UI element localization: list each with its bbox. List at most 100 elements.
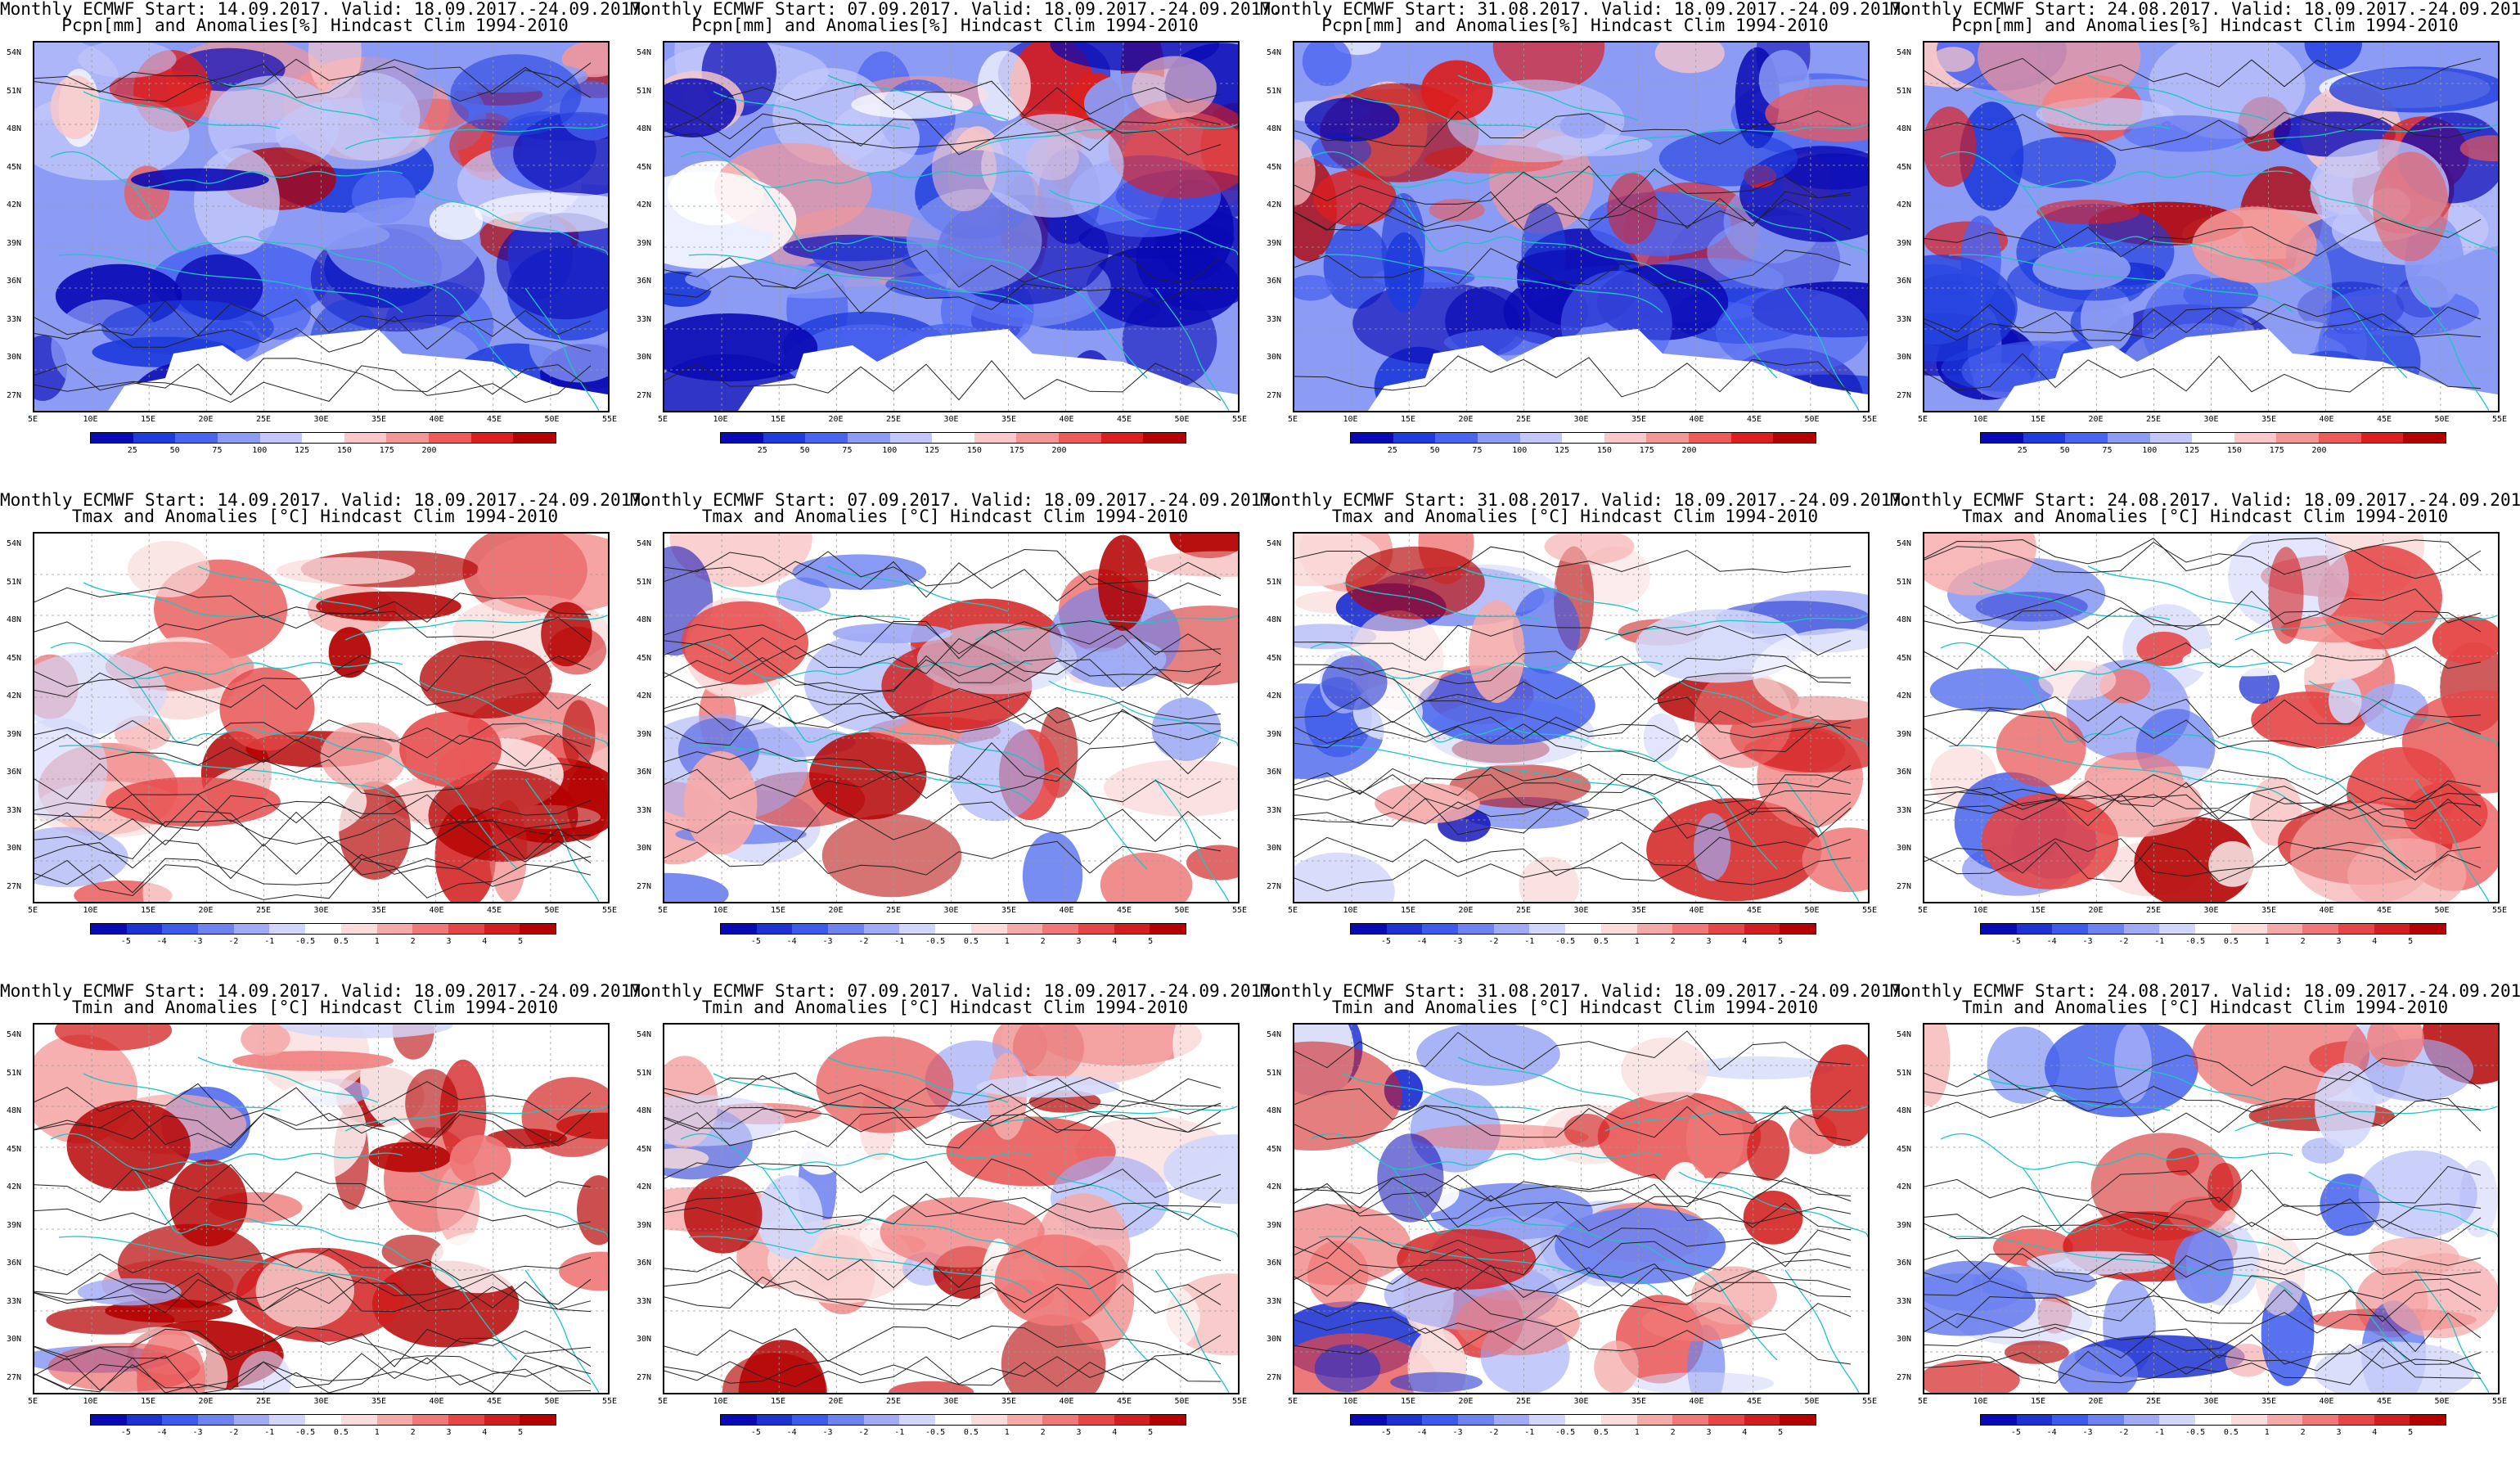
map-panel: Monthly ECMWF Start: 24.08.2017. Valid: … <box>1890 0 2520 491</box>
colorbar-segment <box>2159 924 2196 934</box>
colorbar-tick-label: -1 <box>1524 1428 1535 1437</box>
colorbar-segment <box>828 924 864 934</box>
longitude-label: 50E <box>544 1397 560 1406</box>
longitude-label: 20E <box>2088 1397 2104 1406</box>
colorbar-segment <box>520 1415 556 1425</box>
colorbar-tick-label: 3 <box>1706 1428 1712 1437</box>
colorbar-segment <box>1529 1415 1566 1425</box>
panel-subtitle: Pcpn[mm] and Anomalies[%] Hindcast Clim … <box>1321 16 1829 35</box>
colorbar-segment <box>126 924 163 934</box>
latitude-label: 54N <box>637 539 652 548</box>
longitude-label: 45E <box>1746 415 1762 424</box>
anomaly-map <box>34 534 608 902</box>
latitude-label: 39N <box>7 1220 22 1230</box>
colorbar-segment <box>513 433 556 443</box>
panel-title: Monthly ECMWF Start: 31.08.2017. Valid: … <box>1260 490 1912 510</box>
colorbar-tick-label: -4 <box>786 937 797 946</box>
colorbar-tick-label: 100 <box>252 446 268 455</box>
colorbar <box>1980 1414 2446 1426</box>
colorbar-segment <box>1150 924 1186 934</box>
colorbar-segment <box>1458 1415 1494 1425</box>
latitude-label: 42N <box>637 691 652 700</box>
colorbar-tick-label: -2 <box>1488 1428 1499 1437</box>
colorbar-segment <box>805 433 848 443</box>
colorbar-segment <box>1565 1415 1601 1425</box>
colorbar-segment <box>386 433 430 443</box>
map-panel: Monthly ECMWF Start: 07.09.2017. Valid: … <box>630 0 1282 491</box>
colorbar-segment <box>1351 924 1387 934</box>
latitude-label: 54N <box>1267 48 1282 57</box>
colorbar-segment <box>162 924 199 934</box>
colorbar-tick-label: 50 <box>799 446 810 455</box>
longitude-label: 45E <box>486 1397 502 1406</box>
colorbar-segment <box>484 1415 520 1425</box>
colorbar-segment <box>2338 1415 2374 1425</box>
longitude-label: 50E <box>1174 415 1190 424</box>
latitude-label: 33N <box>1897 314 1912 324</box>
latitude-label: 36N <box>637 1259 652 1268</box>
colorbar-tick-label: -0.5 <box>925 937 946 946</box>
colorbar-segment <box>1672 924 1708 934</box>
colorbar-segment <box>1744 1415 1780 1425</box>
map-panel: Monthly ECMWF Start: 31.08.2017. Valid: … <box>1260 982 1912 1473</box>
colorbar <box>1980 432 2446 444</box>
panel-title: Monthly ECMWF Start: 24.08.2017. Valid: … <box>1890 981 2520 1001</box>
longitude-label: 5E <box>657 906 668 915</box>
longitude-label: 5E <box>27 415 38 424</box>
colorbar-segment <box>1351 1415 1387 1425</box>
latitude-label: 48N <box>7 124 22 133</box>
longitude-label: 10E <box>1973 1397 1988 1406</box>
longitude-label: 55E <box>1231 906 1248 915</box>
latitude-label: 51N <box>637 1068 652 1078</box>
colorbar-tick-label: 2 <box>410 1428 416 1437</box>
colorbar-tick-label: -4 <box>1416 937 1427 946</box>
colorbar-segment <box>1143 433 1186 443</box>
latitude-label: 45N <box>1267 1144 1282 1154</box>
colorbar-tick-label: 75 <box>842 446 853 455</box>
colorbar-segment <box>2266 1415 2303 1425</box>
colorbar-segment <box>828 1415 864 1425</box>
colorbar-segment <box>2016 1415 2053 1425</box>
longitude-label: 55E <box>2491 1397 2508 1406</box>
longitude-label: 15E <box>1400 415 1416 424</box>
longitude-label: 35E <box>1001 906 1017 915</box>
colorbar-segment <box>2123 1415 2160 1425</box>
colorbar-tick-label: 25 <box>757 446 767 455</box>
colorbar-segment <box>1100 433 1144 443</box>
colorbar-segment <box>126 1415 163 1425</box>
colorbar-segment <box>2016 924 2053 934</box>
colorbar-tick-label: 75 <box>212 446 223 455</box>
longitude-label: 45E <box>1116 906 1132 915</box>
colorbar-tick-label: 125 <box>295 446 310 455</box>
latitude-label: 48N <box>637 124 652 133</box>
colorbar-segment <box>899 924 936 934</box>
longitude-label: 25E <box>255 1397 272 1406</box>
colorbar-segment <box>721 924 757 934</box>
colorbar-tick-label: 3 <box>1706 937 1712 946</box>
colorbar-segment <box>2023 433 2066 443</box>
colorbar-tick-label: -0.5 <box>295 1428 316 1437</box>
colorbar-tick-label: 4 <box>482 1428 488 1437</box>
latitude-label: 30N <box>1267 1335 1282 1344</box>
longitude-label: 25E <box>885 415 902 424</box>
latitude-label: 27N <box>7 881 22 891</box>
colorbar-segment <box>376 1415 413 1425</box>
colorbar-tick-label: 0.5 <box>963 937 979 946</box>
map-panel: Monthly ECMWF Start: 31.08.2017. Valid: … <box>1260 0 1912 491</box>
colorbar-segment <box>1519 433 1563 443</box>
longitude-label: 55E <box>1861 1397 1878 1406</box>
colorbar <box>720 1414 1186 1426</box>
panel-subtitle: Tmax and Anomalies [°C] Hindcast Clim 19… <box>1961 507 2449 526</box>
colorbar-segment <box>2088 924 2124 934</box>
latitude-label: 51N <box>7 577 22 587</box>
longitude-label: 10E <box>1343 1397 1358 1406</box>
panel-subtitle: Tmin and Anomalies [°C] Hindcast Clim 19… <box>701 998 1189 1017</box>
colorbar-segment <box>1042 924 1078 934</box>
panel-subtitle: Tmin and Anomalies [°C] Hindcast Clim 19… <box>1961 998 2449 1017</box>
longitude-label: 35E <box>2261 415 2277 424</box>
latitude-label: 45N <box>1897 1144 1912 1154</box>
longitude-label: 20E <box>1458 906 1474 915</box>
colorbar-segment <box>932 433 974 443</box>
colorbar-tick-label: -0.5 <box>1555 1428 1576 1437</box>
latitude-label: 51N <box>1267 86 1282 96</box>
